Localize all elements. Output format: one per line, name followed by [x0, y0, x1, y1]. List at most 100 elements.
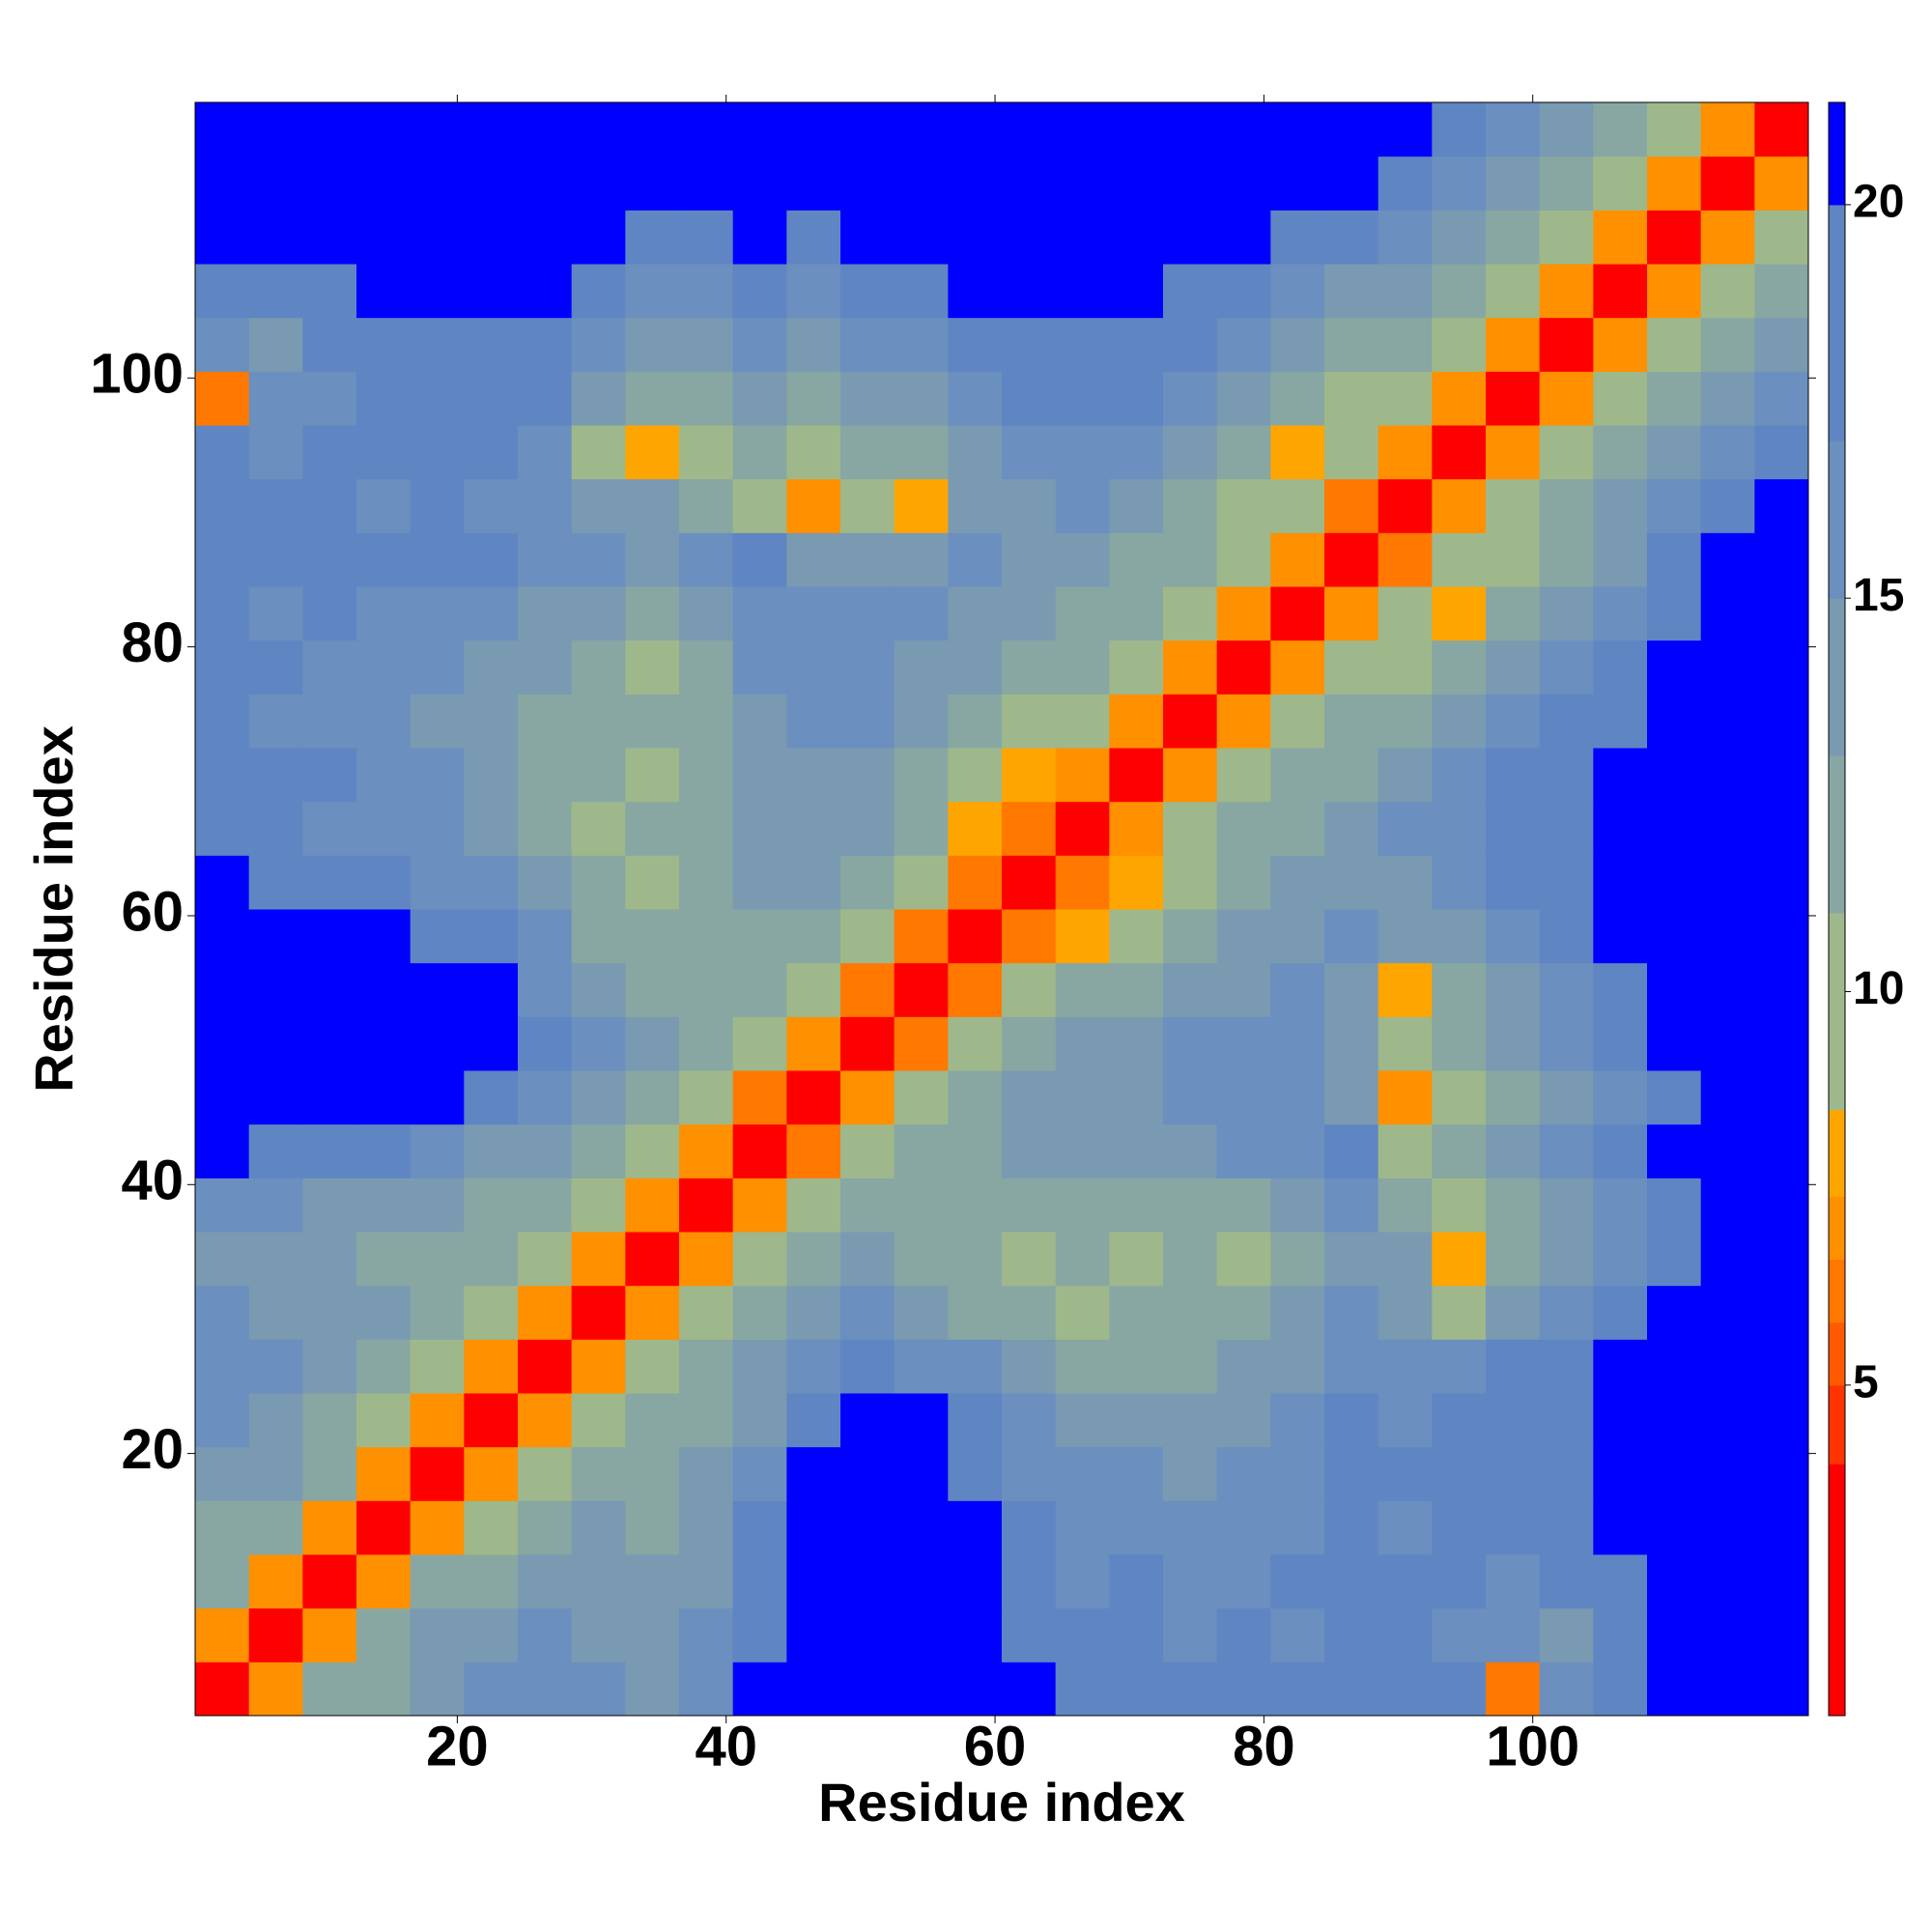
- heatmap-cell: [1163, 1554, 1218, 1609]
- heatmap-cell: [1593, 1232, 1648, 1287]
- heatmap-cell: [1593, 532, 1648, 587]
- heatmap-cell: [1002, 1339, 1057, 1394]
- heatmap-cell: [786, 1500, 841, 1555]
- heatmap-cell: [1754, 1500, 1809, 1555]
- heatmap-cell: [1700, 1662, 1755, 1717]
- heatmap-cell: [1216, 748, 1271, 803]
- heatmap-cell: [948, 1016, 1003, 1071]
- heatmap-cell: [1378, 371, 1433, 426]
- heatmap-cell: [1055, 1500, 1110, 1555]
- colorbar-band: [1829, 1259, 1845, 1323]
- heatmap-cell: [356, 639, 412, 695]
- heatmap-cells: [195, 102, 1809, 1717]
- heatmap-cell: [410, 317, 465, 372]
- heatmap-cell: [948, 586, 1003, 641]
- heatmap-cell: [1486, 532, 1541, 587]
- heatmap-cell: [948, 102, 1003, 157]
- heatmap-cell: [410, 371, 465, 426]
- heatmap-cell: [1647, 586, 1702, 641]
- heatmap-cell: [195, 102, 250, 157]
- heatmap-cell: [571, 371, 626, 426]
- heatmap-cell: [1647, 748, 1702, 803]
- heatmap-cell: [1700, 909, 1755, 964]
- heatmap-cell: [1700, 801, 1755, 856]
- heatmap-cell: [786, 264, 841, 319]
- y-tick-label: 60: [121, 880, 184, 943]
- heatmap-cell: [1002, 855, 1057, 910]
- heatmap-cell: [786, 425, 841, 480]
- heatmap-cell: [1270, 478, 1325, 533]
- heatmap-cell: [1002, 639, 1057, 695]
- heatmap-cell: [248, 478, 303, 533]
- heatmap-cell: [1324, 855, 1379, 910]
- heatmap-cell: [302, 210, 357, 265]
- heatmap-cell: [1486, 1232, 1541, 1287]
- heatmap-cell: [1324, 371, 1379, 426]
- heatmap-cell: [625, 425, 680, 480]
- heatmap-cell: [1109, 1446, 1164, 1501]
- heatmap-cell: [1378, 639, 1433, 695]
- heatmap-cell: [894, 748, 949, 803]
- heatmap-cell: [1700, 532, 1755, 587]
- heatmap-cell: [1216, 1339, 1271, 1394]
- heatmap-cell: [302, 371, 357, 426]
- heatmap-cell: [1486, 1123, 1541, 1179]
- heatmap-cell: [1700, 1178, 1755, 1233]
- heatmap-cell: [1754, 1662, 1809, 1717]
- colorbar-band: [1829, 1384, 1845, 1464]
- heatmap-cell: [1055, 962, 1110, 1017]
- heatmap-cell: [625, 962, 680, 1017]
- heatmap-cell: [732, 1339, 787, 1394]
- heatmap-cell: [1324, 102, 1379, 157]
- heatmap-cell: [1700, 1500, 1755, 1555]
- heatmap-cell: [410, 1607, 465, 1662]
- heatmap-cell: [1700, 1393, 1755, 1448]
- heatmap-cell: [248, 1016, 303, 1071]
- heatmap-cell: [518, 371, 573, 426]
- heatmap-cell: [1432, 962, 1487, 1017]
- heatmap-cell: [1270, 532, 1325, 587]
- heatmap-cell: [1324, 1016, 1379, 1071]
- heatmap-cell: [786, 1070, 841, 1125]
- heatmap-cell: [894, 156, 949, 211]
- heatmap-cell: [840, 371, 895, 426]
- heatmap-cell: [948, 1070, 1003, 1125]
- heatmap-cell: [302, 1070, 357, 1125]
- heatmap-cell: [302, 748, 357, 803]
- heatmap-cell: [1647, 1339, 1702, 1394]
- heatmap-cell: [1647, 371, 1702, 426]
- heatmap-cell: [1216, 1070, 1271, 1125]
- heatmap-cell: [1163, 102, 1218, 157]
- heatmap-cell: [356, 1500, 412, 1555]
- heatmap-cell: [1216, 1178, 1271, 1233]
- heatmap-cell: [732, 1554, 787, 1609]
- heatmap-cell: [1163, 1232, 1218, 1287]
- heatmap-cell: [894, 639, 949, 695]
- heatmap-cell: [894, 694, 949, 749]
- heatmap-cell: [302, 425, 357, 480]
- heatmap-cell: [786, 156, 841, 211]
- heatmap-cell: [1700, 748, 1755, 803]
- heatmap-cell: [571, 1285, 626, 1340]
- heatmap-cell: [302, 1554, 357, 1609]
- heatmap-cell: [1270, 425, 1325, 480]
- heatmap-cell: [1486, 1070, 1541, 1125]
- heatmap-cell: [518, 639, 573, 695]
- heatmap-cell: [410, 1285, 465, 1340]
- heatmap-cell: [1109, 1393, 1164, 1448]
- y-axis-label: Residue index: [23, 725, 84, 1093]
- heatmap-cell: [786, 909, 841, 964]
- heatmap-cell: [571, 1393, 626, 1448]
- heatmap-cell: [1539, 1554, 1594, 1609]
- heatmap-cell: [1700, 855, 1755, 910]
- heatmap-cell: [248, 1285, 303, 1340]
- heatmap-cell: [1754, 478, 1809, 533]
- heatmap-cell: [1163, 639, 1218, 695]
- heatmap-cell: [1055, 748, 1110, 803]
- heatmap-cell: [518, 909, 573, 964]
- heatmap-cell: [1109, 1232, 1164, 1287]
- heatmap-cell: [894, 1178, 949, 1233]
- heatmap-cell: [1378, 1016, 1433, 1071]
- heatmap-cell: [1593, 1285, 1648, 1340]
- heatmap-cell: [625, 102, 680, 157]
